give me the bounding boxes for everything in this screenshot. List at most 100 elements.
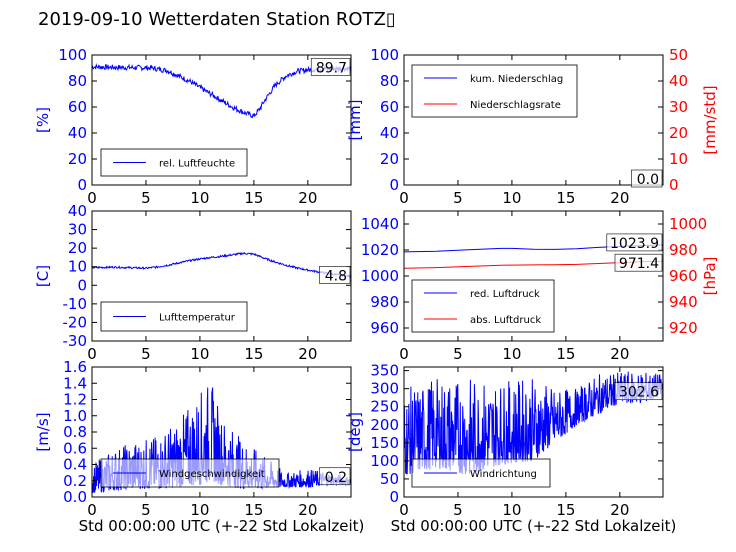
legend: Lufttemperatur: [100, 301, 248, 332]
y2-axis-label: [mm/std]: [701, 85, 719, 154]
y-axis-label: [deg]: [346, 412, 364, 452]
x-tick-label: 15: [556, 345, 575, 363]
y2-tick-label: 50: [669, 46, 688, 64]
y-tick-label: 0: [77, 176, 87, 194]
legend: Windrichtung: [411, 458, 551, 488]
y-tick-label: 60: [68, 98, 87, 116]
y-tick-label: 20: [68, 150, 87, 168]
page-title: 2019-09-10 Wetterdaten Station ROTZ▯: [38, 9, 396, 30]
y-tick-label: 1020: [361, 241, 399, 259]
y-tick-label: 1.6: [63, 358, 87, 376]
x-axis-label: Std 00:00:00 UTC (+-22 Std Lokalzeit): [391, 517, 677, 535]
x-tick-label: 15: [244, 501, 263, 519]
y-tick-label: 150: [370, 434, 399, 452]
x-tick-label: 20: [610, 189, 629, 207]
y-tick-label: 80: [380, 72, 399, 90]
y-tick-label: 980: [370, 293, 399, 311]
y2-tick-label: 20: [669, 124, 688, 142]
x-tick-label: 15: [556, 501, 575, 519]
y-tick-label: 200: [370, 416, 399, 434]
legend-entry: kum. Niederschlag: [470, 74, 563, 85]
y2-tick-label: 940: [669, 293, 698, 311]
y-axis-label: [m/s]: [34, 412, 52, 451]
y2-tick-label: 30: [669, 98, 688, 116]
y-tick-label: 80: [68, 72, 87, 90]
y-axis-label: [mm]: [346, 100, 364, 141]
y-tick-label: 40: [68, 124, 87, 142]
y-tick-label: 0.0: [63, 488, 87, 506]
y-tick-label: 30: [68, 221, 87, 239]
x-tick-label: 5: [141, 189, 151, 207]
y-tick-label: 0.8: [63, 423, 87, 441]
x-tick-label: 10: [502, 345, 521, 363]
legend-entry: Niederschlagsrate: [470, 100, 561, 111]
y2-tick-label: 40: [669, 72, 688, 90]
y-tick-label: 0.6: [63, 439, 87, 457]
x-tick-label: 0: [399, 501, 409, 519]
x-tick-label: 10: [502, 501, 521, 519]
y-tick-label: 10: [68, 258, 87, 276]
y2-tick-label: 10: [669, 150, 688, 168]
subplot-5: 0 5 10 15 200.00.20.40.60.81.01.21.41.6[m/s]…: [34, 358, 364, 535]
legend: rel. Luftfeuchte: [100, 148, 248, 177]
x-tick-label: 5: [453, 345, 463, 363]
y-tick-label: 20: [68, 239, 87, 257]
y-tick-label: 300: [370, 380, 399, 398]
legend-entry: Lufttemperatur: [159, 313, 236, 324]
x-tick-label: 20: [610, 345, 629, 363]
last-value-label: 0.2: [325, 470, 347, 486]
legend: kum. Niederschlag Niederschlagsrate: [411, 64, 578, 118]
y2-tick-label: 920: [669, 319, 698, 337]
y-tick-label: 0: [389, 488, 399, 506]
y-tick-label: 1.4: [63, 374, 87, 392]
x-tick-label: 20: [298, 345, 317, 363]
x-tick-label: 20: [610, 501, 629, 519]
y-tick-label: 0.2: [63, 472, 87, 490]
plot-frame: [91, 54, 352, 186]
x-tick-label: 0: [87, 189, 97, 207]
series-line-1: [92, 252, 351, 278]
x-tick-label: 0: [87, 501, 97, 519]
x-tick-label: 0: [399, 345, 409, 363]
y-tick-label: 1.0: [63, 407, 87, 425]
plot-frame: [91, 210, 352, 342]
y-tick-label: 1.2: [63, 391, 87, 409]
x-tick-label: 10: [502, 189, 521, 207]
plot-frame: [403, 54, 664, 186]
x-tick-label: 15: [244, 345, 263, 363]
x-tick-label: 20: [298, 189, 317, 207]
y-tick-label: 0.4: [63, 456, 87, 474]
y-tick-label: 250: [370, 398, 399, 416]
last-value-label: 0.0: [637, 172, 659, 188]
legend-entry: Windrichtung: [470, 469, 537, 480]
y-tick-label: 1040: [361, 215, 399, 233]
y2-tick-label: 1000: [669, 215, 707, 233]
y-tick-label: 960: [370, 319, 399, 337]
last-value-label: 89.7: [316, 60, 347, 76]
last-value-label: 1023.9: [610, 236, 659, 252]
x-tick-label: 15: [556, 189, 575, 207]
x-tick-label: 5: [453, 501, 463, 519]
x-tick-label: 5: [141, 345, 151, 363]
subplot-4: 0 5 10 15 20 960 980 1000 1020 1040 920 940 960 980 10…: [361, 210, 719, 363]
x-tick-label: 10: [190, 501, 209, 519]
subplot-1: 0 5 10 15 20 0 20 40 60 80 100 [%] rel. Luftfeuchte 8…: [34, 46, 352, 207]
last-value-label: 971.4: [619, 256, 659, 272]
series-line-1: [92, 62, 351, 119]
x-tick-label: 0: [87, 345, 97, 363]
y-tick-label: 40: [380, 124, 399, 142]
last-value-label: 302.6: [619, 385, 659, 401]
legend: red. Luftdruck abs. Luftdruck: [411, 279, 555, 333]
y-tick-label: -30: [63, 332, 88, 350]
y-tick-label: 60: [380, 98, 399, 116]
y-tick-label: 1000: [361, 267, 399, 285]
legend-entry: abs. Luftdruck: [470, 315, 541, 326]
y2-tick-label: 960: [669, 267, 698, 285]
subplot-2: 0 5 10 15 20 0 20 40 60 80 100 0 10 20 30 40 50 [mm] [mm/s…: [346, 46, 719, 207]
legend: Windgeschwindigkeit: [100, 458, 280, 488]
x-tick-label: 15: [244, 189, 263, 207]
x-tick-label: 0: [399, 189, 409, 207]
subplot-3: 0 5 10 15 20-30-20-10010203040[C]Lufttempera…: [34, 202, 352, 363]
